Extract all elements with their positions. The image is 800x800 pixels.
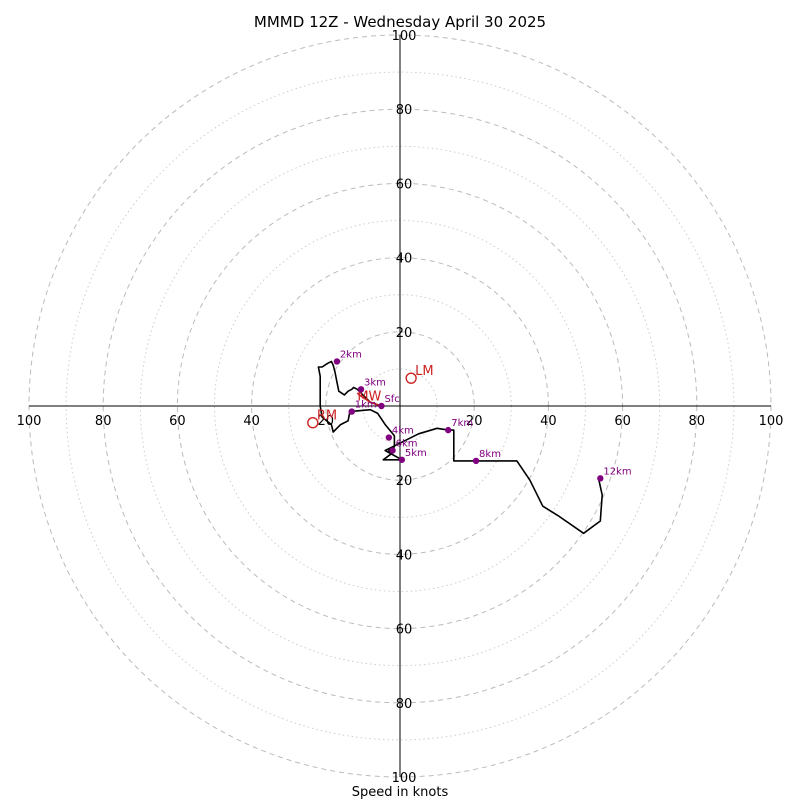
x-tick-label: 80 (689, 414, 706, 429)
chart-title: MMMD 12Z - Wednesday April 30 2025 (254, 13, 546, 31)
height-label-6km: 6km (396, 439, 418, 450)
storm-motion-RM-marker (307, 416, 319, 429)
height-dot-1km (348, 408, 355, 415)
height-label-1km: 1km (355, 400, 377, 411)
wind-trace-line (317, 360, 603, 535)
height-label-2km: 2km (340, 349, 362, 360)
storm-motion-LM-label: LM (415, 364, 433, 379)
height-dot-8km (472, 457, 480, 465)
storm-motions: LM RM (307, 364, 434, 429)
y-tick-label: 60 (396, 623, 413, 638)
height-label-4km: 4km (392, 426, 414, 437)
y-tick-label: 80 (396, 103, 413, 118)
height-label-Sfc: Sfc (384, 394, 399, 405)
mean-wind-line (356, 392, 382, 407)
hodograph-trace (317, 360, 603, 535)
x-tick-label: 40 (540, 414, 557, 429)
height-label-8km: 8km (479, 449, 501, 460)
y-tick-label: 100 (392, 771, 417, 786)
y-tick-label: 80 (396, 697, 413, 712)
storm-motion-LM-marker (405, 372, 417, 384)
height-dot-4km (385, 434, 393, 441)
y-tick-label: 40 (396, 548, 413, 563)
height-label-7km: 7km (451, 418, 473, 429)
height-dot-12km (597, 475, 604, 482)
y-tick-label: 20 (396, 474, 413, 489)
x-tick-label: 100 (17, 414, 42, 429)
height-dot-6km (389, 447, 396, 454)
x-axis-label: Speed in knots (352, 785, 449, 800)
height-label-12km: 12km (603, 466, 631, 477)
mean-wind: MW (356, 390, 382, 407)
x-tick-label: 60 (614, 414, 631, 429)
height-label-3km: 3km (364, 377, 386, 388)
x-tick-label: 60 (169, 414, 186, 429)
x-tick-label: 40 (243, 414, 260, 429)
y-tick-label: 60 (396, 177, 413, 192)
height-dot-5km (398, 456, 406, 463)
y-tick-label: 100 (392, 29, 417, 44)
height-dot-2km (333, 358, 341, 365)
height-label-5km: 5km (405, 448, 427, 459)
height-dot-7km (445, 426, 452, 434)
x-tick-label: 80 (95, 414, 112, 429)
height-dot-Sfc (378, 402, 385, 410)
mean-wind-label: MW (357, 390, 381, 405)
x-tick-label: 20 (466, 414, 483, 429)
y-tick-label: 20 (396, 326, 413, 341)
x-tick-label: 100 (759, 414, 784, 429)
height-dot-3km (357, 386, 365, 393)
y-tick-label: 40 (396, 252, 413, 267)
axes (29, 35, 771, 777)
storm-motion-RM-label: RM (317, 409, 337, 424)
